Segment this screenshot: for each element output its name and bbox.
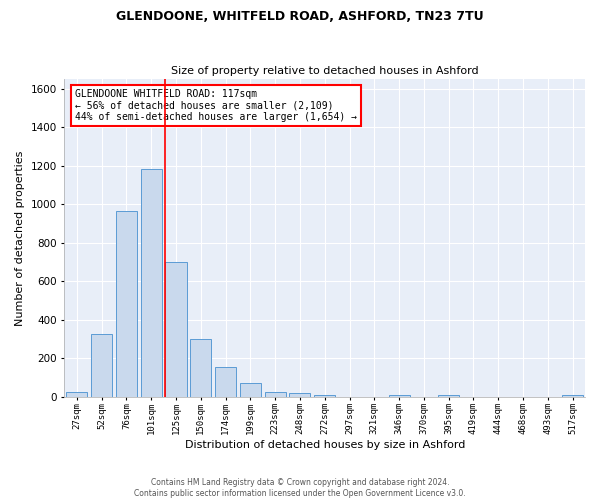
Bar: [314, 394, 335, 396]
Bar: [389, 394, 410, 396]
Text: Contains HM Land Registry data © Crown copyright and database right 2024.
Contai: Contains HM Land Registry data © Crown c…: [134, 478, 466, 498]
Bar: [190, 339, 211, 396]
Bar: [140, 168, 162, 396]
Y-axis label: Number of detached properties: Number of detached properties: [15, 150, 25, 326]
Bar: [265, 392, 286, 396]
Bar: [240, 383, 261, 396]
Bar: [166, 262, 187, 396]
Bar: [562, 394, 583, 396]
Bar: [438, 394, 459, 396]
Bar: [91, 334, 112, 396]
Bar: [116, 211, 137, 396]
Text: GLENDOONE, WHITFELD ROAD, ASHFORD, TN23 7TU: GLENDOONE, WHITFELD ROAD, ASHFORD, TN23 …: [116, 10, 484, 23]
Bar: [289, 393, 310, 396]
Text: GLENDOONE WHITFELD ROAD: 117sqm
← 56% of detached houses are smaller (2,109)
44%: GLENDOONE WHITFELD ROAD: 117sqm ← 56% of…: [75, 88, 357, 122]
X-axis label: Distribution of detached houses by size in Ashford: Distribution of detached houses by size …: [185, 440, 465, 450]
Bar: [215, 367, 236, 396]
Title: Size of property relative to detached houses in Ashford: Size of property relative to detached ho…: [171, 66, 479, 76]
Bar: [67, 392, 88, 396]
